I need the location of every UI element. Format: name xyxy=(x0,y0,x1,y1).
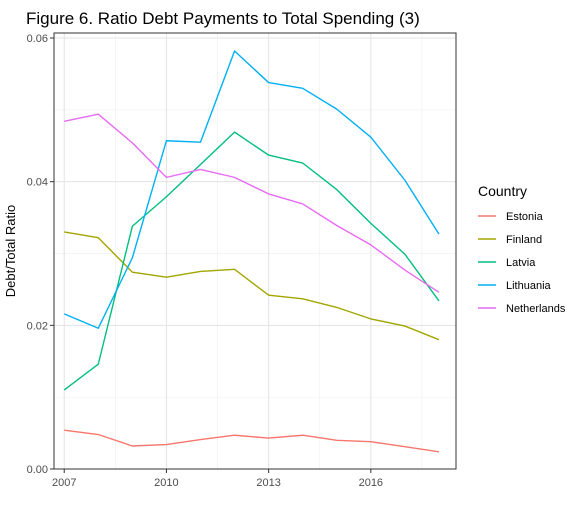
plot-border xyxy=(53,32,457,470)
legend-label-estonia: Estonia xyxy=(506,211,544,223)
chart-title: Figure 6. Ratio Debt Payments to Total S… xyxy=(26,9,420,28)
y-axis-label: Debt/Total Ratio xyxy=(3,205,18,298)
legend-label-finland: Finland xyxy=(506,234,542,246)
legend-label-lithuania: Lithuania xyxy=(506,280,552,292)
legend-label-latvia: Latvia xyxy=(506,257,536,269)
legend-item-lithuania: Lithuania xyxy=(478,280,552,292)
y-tick-label: 0.02 xyxy=(27,320,48,332)
series-line-lithuania xyxy=(63,50,440,329)
legend-item-netherlands: Netherlands xyxy=(478,303,566,315)
x-tick-label: 2007 xyxy=(52,477,76,489)
x-tick-label: 2016 xyxy=(359,477,383,489)
series-line-netherlands xyxy=(64,113,440,293)
legend: Country Estonia Finland Latvia Lithuania Net… xyxy=(478,183,566,315)
legend-item-estonia: Estonia xyxy=(478,211,544,223)
y-tick-label: 0.00 xyxy=(27,464,48,476)
grid-lines xyxy=(54,33,456,470)
legend-item-finland: Finland xyxy=(478,234,542,246)
series-line-latvia xyxy=(63,131,440,391)
legend-title: Country xyxy=(478,183,527,199)
legend-item-latvia: Latvia xyxy=(478,257,536,269)
axis-ticks: 0.00 0.02 0.04 0.06 2007 2010 2013 2016 xyxy=(27,33,383,489)
x-tick-label: 2010 xyxy=(154,477,178,489)
series-line-finland xyxy=(64,231,440,341)
plot-panel xyxy=(53,32,457,470)
y-tick-label: 0.06 xyxy=(27,33,48,45)
legend-items: Estonia Finland Latvia Lithuania Netherlands xyxy=(478,211,566,315)
x-tick-label: 2013 xyxy=(256,477,280,489)
legend-label-netherlands: Netherlands xyxy=(506,303,566,315)
y-tick-label: 0.04 xyxy=(27,177,48,189)
data-series xyxy=(63,50,440,453)
series-line-estonia xyxy=(64,429,440,453)
